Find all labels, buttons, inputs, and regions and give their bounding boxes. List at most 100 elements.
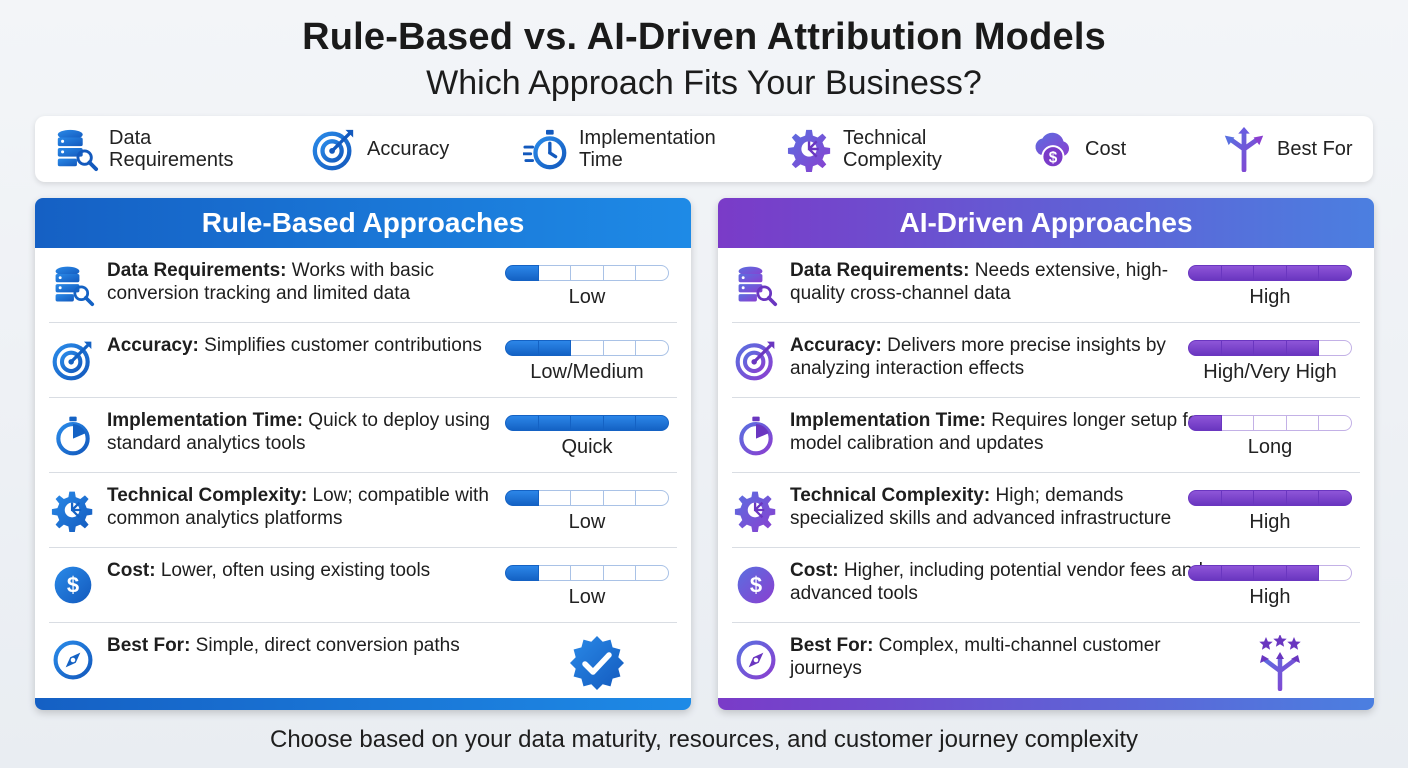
meter-segment bbox=[1188, 415, 1222, 431]
criteria-desc: Simple, direct conversion paths bbox=[190, 635, 460, 656]
level-label: High/Very High bbox=[1203, 361, 1337, 383]
meter-segment bbox=[505, 265, 539, 281]
meter-segment bbox=[1286, 565, 1320, 581]
criteria-term: Best For: bbox=[790, 635, 874, 656]
criteria-text: Cost: Higher, including potential vendor… bbox=[790, 559, 1210, 605]
row-divider bbox=[49, 397, 677, 398]
meter-segment bbox=[636, 340, 669, 356]
level-meter bbox=[1188, 340, 1352, 356]
legend-label: Implementation Time bbox=[579, 127, 716, 171]
meter-segment bbox=[505, 415, 539, 431]
check-badge-icon bbox=[570, 636, 624, 690]
meter-segment bbox=[1286, 340, 1320, 356]
level-meter bbox=[505, 415, 669, 431]
stopwatch-icon bbox=[523, 129, 567, 170]
rule-based-panel: Rule-Based Approaches Data Requirements:… bbox=[35, 198, 691, 710]
meter-segment bbox=[1188, 340, 1222, 356]
criteria-desc: Lower, often using existing tools bbox=[155, 560, 431, 581]
meter-segment bbox=[636, 265, 669, 281]
legend-item-data-requirements: Data Requirements bbox=[53, 116, 259, 182]
criteria-desc: High; demands specialized skills and adv… bbox=[790, 485, 1172, 529]
row-divider bbox=[49, 622, 677, 623]
level-label: High bbox=[1249, 511, 1291, 533]
meter-segment bbox=[1286, 415, 1320, 431]
criteria-text: Technical Complexity: Low; compatible wi… bbox=[107, 484, 507, 530]
meter-segment bbox=[1221, 340, 1255, 356]
legend-item-technical-complexity: Technical Complexity bbox=[787, 116, 993, 182]
criteria-row: $ Cost: Higher, including potential vendo… bbox=[732, 548, 1360, 623]
criteria-term: Cost: bbox=[790, 560, 839, 581]
meter-segment bbox=[1188, 265, 1222, 281]
meter-segment bbox=[1188, 565, 1222, 581]
level-meter bbox=[1188, 565, 1352, 581]
level-label: Quick bbox=[561, 436, 613, 458]
criteria-text: Best For: Complex, multi-channel custome… bbox=[790, 634, 1210, 680]
meter-segment bbox=[1319, 415, 1352, 431]
dollar-coin-icon: $ bbox=[54, 566, 92, 604]
legend-label: Accuracy bbox=[367, 138, 450, 160]
criteria-term: Accuracy: bbox=[790, 335, 882, 356]
criteria-row: Accuracy: Simplifies customer contributi… bbox=[49, 323, 677, 398]
legend-item-accuracy: Accuracy bbox=[311, 116, 517, 182]
level-label: Low bbox=[568, 286, 606, 308]
level-meter bbox=[505, 265, 669, 281]
criteria-row: Best For: Complex, multi-channel custome… bbox=[732, 623, 1360, 698]
meter-segment bbox=[1254, 490, 1287, 506]
meter-segment bbox=[1221, 265, 1255, 281]
criteria-text: Best For: Simple, direct conversion path… bbox=[107, 634, 507, 657]
legend-item-cost: $ Cost bbox=[1029, 116, 1235, 182]
level-meter bbox=[1188, 490, 1352, 506]
gear-circuit-icon bbox=[51, 491, 93, 532]
meter-segment bbox=[603, 490, 637, 506]
compass-icon bbox=[53, 640, 93, 680]
criteria-desc: Complex, multi-channel customer journeys bbox=[790, 635, 1161, 679]
meter-segment bbox=[1188, 490, 1222, 506]
criteria-row: $ Cost: Lower, often using existing tools… bbox=[49, 548, 677, 623]
svg-text:$: $ bbox=[1049, 149, 1058, 166]
stars-branch-icon bbox=[1259, 635, 1301, 691]
meter-segment bbox=[636, 490, 669, 506]
database-search-icon bbox=[738, 266, 778, 307]
legend-item-best-for: Best For bbox=[1221, 116, 1408, 182]
meter-segment bbox=[1254, 265, 1287, 281]
row-divider bbox=[49, 547, 677, 548]
criteria-term: Best For: bbox=[107, 635, 191, 656]
level-label: Low bbox=[568, 586, 606, 608]
criteria-desc: Needs extensive, high-quality cross-chan… bbox=[790, 260, 1169, 304]
split-arrows-icon bbox=[1224, 126, 1264, 172]
criteria-desc: Higher, including potential vendor fees … bbox=[790, 560, 1203, 604]
meter-segment bbox=[505, 565, 539, 581]
svg-text:$: $ bbox=[67, 572, 79, 597]
page-subtitle: Which Approach Fits Your Business? bbox=[426, 64, 982, 102]
criteria-row: Implementation Time: Quick to deploy usi… bbox=[49, 398, 677, 473]
criteria-desc: Works with basic conversion tracking and… bbox=[107, 260, 434, 304]
database-search-icon bbox=[55, 266, 95, 307]
row-divider bbox=[49, 322, 677, 323]
criteria-desc: Requires longer setup for model calibrat… bbox=[790, 410, 1205, 454]
meter-segment bbox=[1319, 265, 1352, 281]
meter-segment bbox=[603, 265, 637, 281]
target-icon bbox=[735, 341, 775, 381]
meter-segment bbox=[1254, 565, 1287, 581]
page-title: Rule-Based vs. AI-Driven Attribution Mod… bbox=[302, 16, 1106, 58]
database-search-icon bbox=[57, 129, 99, 172]
meter-segment bbox=[538, 265, 572, 281]
meter-segment bbox=[538, 340, 572, 356]
level-label: Long bbox=[1247, 436, 1293, 458]
meter-segment bbox=[571, 490, 604, 506]
criteria-row: Best For: Simple, direct conversion path… bbox=[49, 623, 677, 698]
meter-segment bbox=[1319, 340, 1352, 356]
meter-segment bbox=[571, 265, 604, 281]
row-divider bbox=[732, 472, 1360, 473]
criteria-row: Implementation Time: Requires longer set… bbox=[732, 398, 1360, 473]
meter-segment bbox=[538, 490, 572, 506]
level-label: Low bbox=[568, 511, 606, 533]
meter-segment bbox=[505, 340, 539, 356]
legend-item-implementation-time: Implementation Time bbox=[523, 116, 729, 182]
legend-label: Cost bbox=[1085, 138, 1127, 160]
criteria-desc: Delivers more precise insights by analyz… bbox=[790, 335, 1166, 379]
meter-segment bbox=[1221, 490, 1255, 506]
criteria-term: Data Requirements: bbox=[107, 260, 287, 281]
criteria-text: Accuracy: Simplifies customer contributi… bbox=[107, 334, 507, 357]
meter-segment bbox=[571, 565, 604, 581]
